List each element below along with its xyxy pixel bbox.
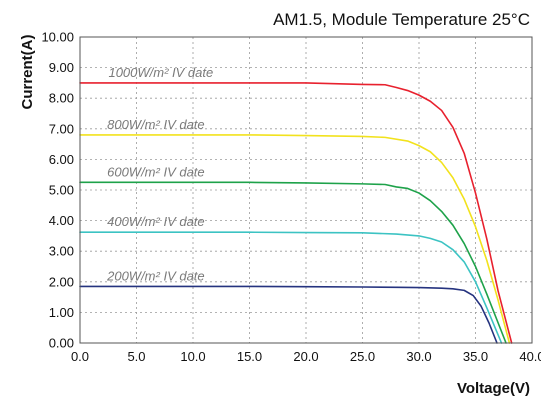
- x-tick-label: 35.0: [463, 349, 488, 364]
- y-tick-label: 10.00: [41, 30, 74, 45]
- series-label: 200W/m² IV date: [106, 268, 205, 283]
- y-tick-label: 6.00: [49, 152, 74, 167]
- series-lines: [79, 82, 513, 344]
- series-line: [79, 181, 507, 344]
- y-tick-label: 8.00: [49, 91, 74, 106]
- x-axis-label: Voltage(V): [457, 380, 530, 397]
- series-label: 1000W/m² IV date: [108, 65, 213, 80]
- series-label: 800W/m² IV date: [107, 117, 205, 132]
- plot-frame: [79, 36, 533, 344]
- x-tick-label: 0.0: [71, 349, 89, 364]
- x-tick-label: 40.0: [519, 349, 541, 364]
- x-tick-label: 5.0: [127, 349, 145, 364]
- x-tick-label: 15.0: [237, 349, 262, 364]
- series-label: 600W/m² IV date: [107, 164, 205, 179]
- series-label: 400W/m² IV date: [107, 214, 205, 229]
- series-line: [79, 82, 513, 344]
- y-tick-label: 5.00: [49, 183, 74, 198]
- tick-labels: 0.0 5.0 10.0 15.0 20.0 25.0 30.0 35.0 40.0 0.00 1.…: [41, 30, 541, 365]
- y-tick-label: 2.00: [49, 274, 74, 289]
- x-tick-label: 30.0: [406, 349, 431, 364]
- series-labels: 1000W/m² IV date 800W/m² IV date 600W/m² I…: [106, 65, 213, 283]
- y-tick-label: 9.00: [49, 60, 74, 75]
- series-line: [79, 285, 498, 344]
- y-tick-label: 0.00: [49, 336, 74, 351]
- series-line: [79, 231, 503, 344]
- x-tick-label: 20.0: [293, 349, 318, 364]
- x-tick-label: 10.0: [180, 349, 205, 364]
- x-tick-label: 25.0: [350, 349, 375, 364]
- y-tick-label: 4.00: [49, 213, 74, 228]
- chart-title: AM1.5, Module Temperature 25°C: [273, 10, 530, 29]
- y-tick-label: 3.00: [49, 244, 74, 259]
- y-tick-label: 1.00: [49, 305, 74, 320]
- y-axis-label: Current(A): [19, 35, 36, 110]
- series-line: [79, 134, 511, 344]
- grid: [80, 37, 532, 343]
- y-tick-label: 7.00: [49, 121, 74, 136]
